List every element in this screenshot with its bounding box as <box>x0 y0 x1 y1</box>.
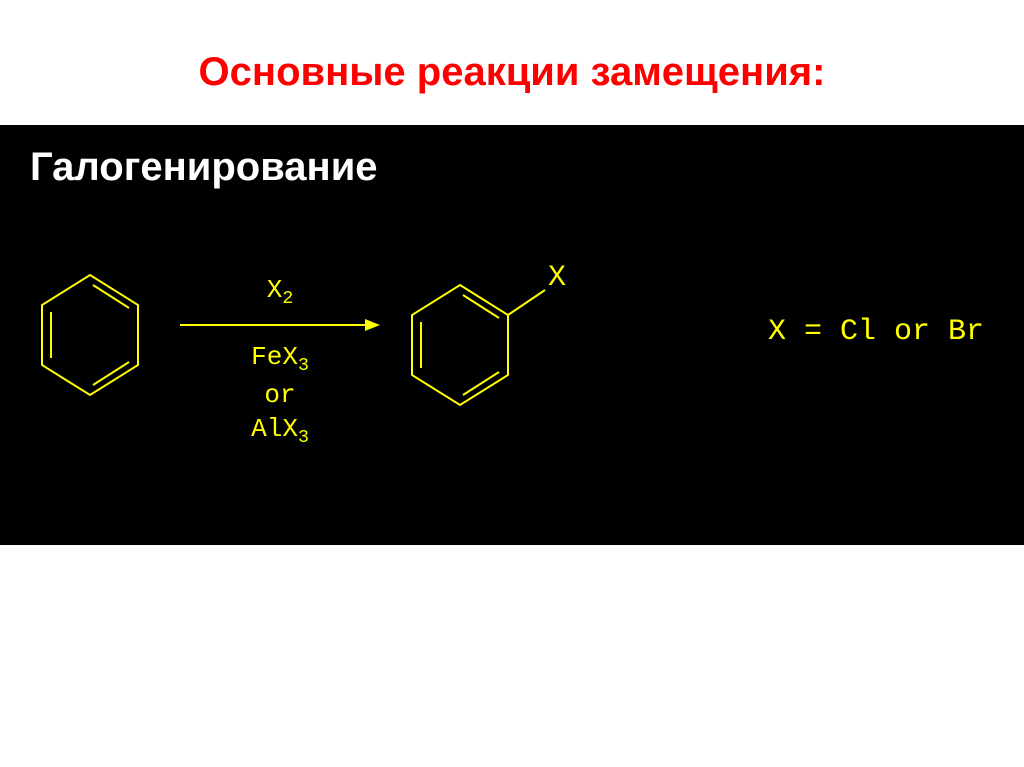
diagram-subtitle: Галогенирование <box>30 145 378 190</box>
arrow-top-label: X2 <box>180 275 380 309</box>
legend-x-definition: X = Cl or Br <box>768 315 984 349</box>
catalyst-alx3-sub: 3 <box>298 428 309 448</box>
catalyst-alx3: AlX <box>251 414 298 444</box>
catalyst-fex3-sub: 3 <box>298 356 309 376</box>
arrow-bottom-label: FeX3 or AlX3 <box>180 341 380 450</box>
substituent-x: X <box>548 261 566 295</box>
catalyst-or: or <box>180 379 380 413</box>
reagent-x2-sub: 2 <box>282 289 293 309</box>
reaction-arrow: X2 FeX3 or AlX3 <box>180 275 380 451</box>
reagent-x2: X <box>267 275 283 305</box>
catalyst-fex3: FeX <box>251 342 298 372</box>
reaction-diagram: Галогенирование X2 <box>0 125 1024 545</box>
reactant-benzene <box>30 265 160 420</box>
slide-title: Основные реакции замещения: <box>0 0 1024 125</box>
product-halobenzene: X <box>400 265 580 430</box>
